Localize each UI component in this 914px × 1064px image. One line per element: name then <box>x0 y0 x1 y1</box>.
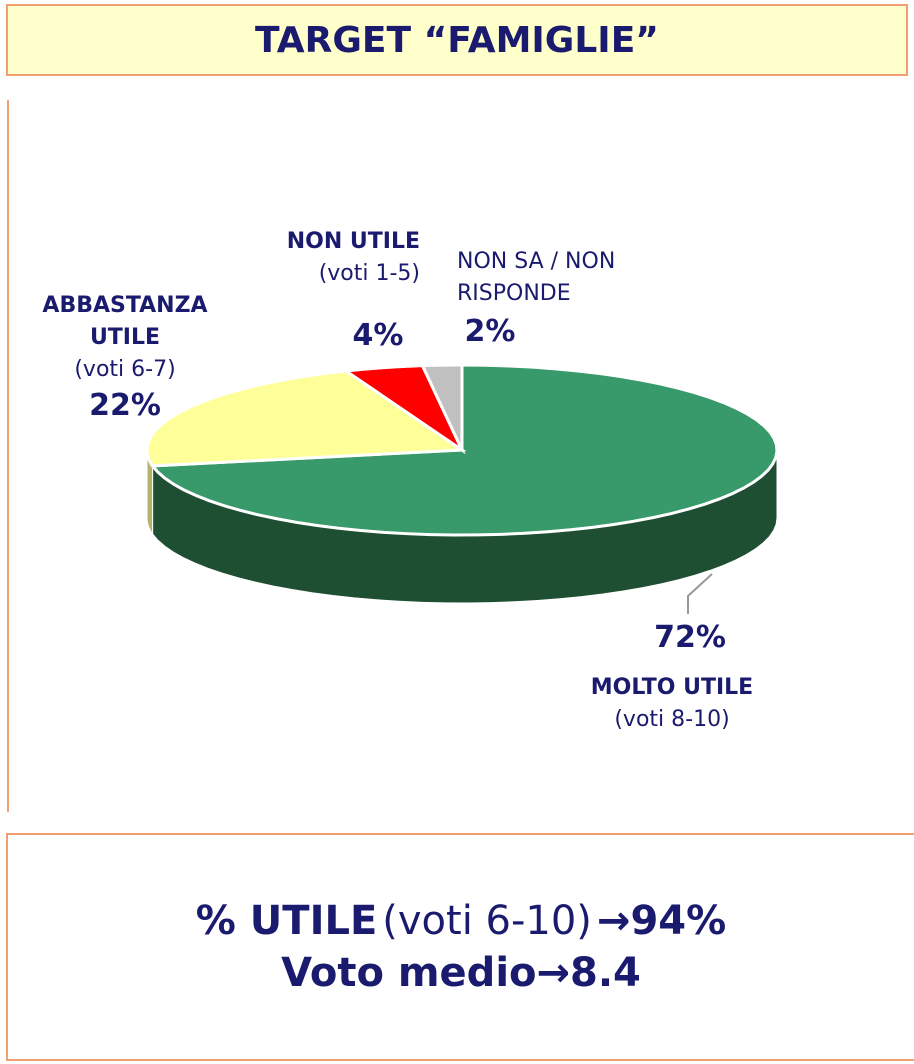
category-label: (voti 1-5) <box>318 261 420 286</box>
summary-value: 8.4 <box>570 950 641 996</box>
leader-line <box>687 573 713 614</box>
summary-text: Voto medio <box>281 950 537 996</box>
summary-arrow: → <box>536 950 571 996</box>
value-label: 22% <box>89 388 161 423</box>
value-label: 2% <box>464 314 516 349</box>
summary: % UTILE (voti 6-10) →94% Voto medio→8.4 <box>6 833 914 1061</box>
slice <box>145 369 467 468</box>
slice <box>341 364 466 455</box>
category-label: ABBASTANZA UTILE <box>42 293 208 350</box>
category-label: (voti 8-10) <box>614 707 730 732</box>
category-label: NON UTILE <box>286 229 420 254</box>
summary-arrow: → <box>596 898 631 944</box>
summary-value: 94% <box>630 898 727 944</box>
summary-line: % UTILE (voti 6-10) →94% <box>196 895 726 947</box>
slice <box>420 363 464 451</box>
value-label: 4% <box>352 318 404 353</box>
slice <box>149 363 779 537</box>
summary-text: (voti 6-10) <box>382 898 592 944</box>
value-label: 72% <box>654 620 726 655</box>
chart <box>145 363 779 614</box>
tops <box>145 363 779 537</box>
category-label: NON SA / NON RISPONDE <box>457 249 616 306</box>
summary-line: Voto medio→8.4 <box>281 947 641 999</box>
summary-text: % UTILE <box>195 898 378 944</box>
title: TARGET “FAMIGLIE” <box>6 4 908 76</box>
category-label: (voti 6-7) <box>74 357 176 382</box>
frame <box>7 100 9 812</box>
category-label: MOLTO UTILE <box>590 675 754 700</box>
